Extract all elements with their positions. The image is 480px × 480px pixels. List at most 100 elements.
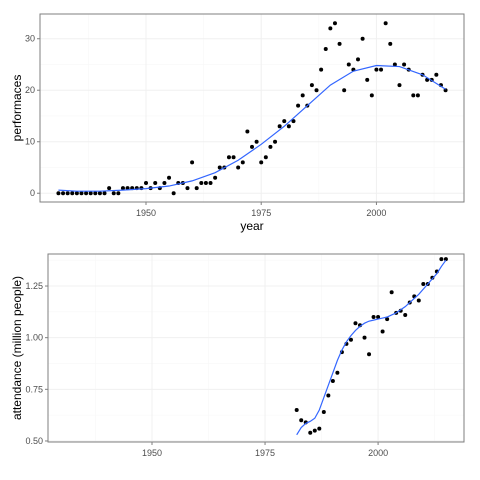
x-tick-label: 1975 [255,448,275,458]
data-point [245,129,250,134]
data-point [190,160,195,165]
data-point [415,93,420,98]
data-point [356,57,360,62]
x-tick-label: 1950 [142,448,162,458]
data-point [291,119,296,124]
data-point [93,191,98,196]
smooth-trend-line [58,64,446,192]
y-tick-label: 10 [25,137,35,147]
x-tick-label: 1975 [251,208,271,218]
data-point [97,191,102,196]
data-point [421,281,426,286]
data-point [321,410,326,415]
y-axis-title: performaces [10,75,24,142]
y-tick-label: 30 [25,34,35,44]
data-point [380,329,385,334]
data-point [277,124,282,129]
data-point [259,160,264,165]
data-point [273,139,278,144]
data-point [254,139,259,144]
data-point [56,191,61,196]
data-point [326,393,331,398]
data-point [102,191,107,196]
data-point [296,103,301,108]
data-point [335,370,340,375]
data-point [300,93,305,98]
data-point [348,337,353,342]
data-point [111,191,116,196]
data-point [397,83,402,88]
y-tick-label: 20 [25,85,35,95]
data-point [385,317,390,322]
data-point [194,186,199,191]
data-point [263,155,268,160]
y-axis-title: attendance (million people) [10,276,24,420]
data-point [416,298,421,303]
data-point [328,26,333,31]
data-point [362,335,367,340]
data-point [365,77,370,82]
data-point [116,191,121,196]
data-point [443,257,448,262]
data-point [332,21,337,26]
data-point [371,315,376,320]
data-point [319,67,324,72]
data-point [250,144,254,149]
data-point [367,352,372,357]
data-point [346,62,351,67]
data-point [383,21,388,26]
data-point [376,315,381,320]
data-point [84,191,89,196]
data-point [74,191,79,196]
panel-border [47,253,465,443]
data-point [309,83,314,88]
data-point [125,186,130,191]
data-point [317,426,322,431]
data-point [162,180,167,185]
panel-border [39,13,465,203]
data-point [282,119,287,124]
data-point [314,88,319,93]
data-point [434,72,439,77]
data-point [171,191,176,196]
data-point [226,155,231,160]
data-point [379,67,384,72]
data-point [388,41,393,46]
data-point [389,290,394,295]
data-point [153,180,158,185]
data-point [213,175,218,180]
x-tick-label: 2000 [368,448,388,458]
y-tick-label: 1.00 [25,333,43,343]
x-tick-label: 2000 [366,208,386,218]
data-point [323,47,328,52]
y-tick-label: 0 [30,188,35,198]
data-point [439,257,444,262]
data-point [185,186,190,191]
data-point [217,165,222,170]
data-point [236,165,241,170]
y-tick-label: 0.75 [25,384,43,394]
data-point [79,191,84,196]
data-point [167,175,172,180]
data-point [231,155,236,160]
data-point [402,62,407,67]
data-point [369,93,374,98]
data-point [342,88,347,93]
data-point [353,321,358,326]
data-point [61,191,66,196]
performances-panel: 1950 1975 2000 0 10 20 30 year performaces [10,13,465,233]
data-point [360,36,365,41]
data-point [203,180,208,185]
x-tick-label: 1950 [136,208,156,218]
data-point [70,191,75,196]
y-tick-label: 1.25 [25,281,43,291]
data-point [308,430,313,435]
data-point [392,62,397,67]
data-point [299,418,304,423]
data-point [286,124,291,129]
data-point [312,428,317,433]
data-point [65,191,70,196]
data-point [199,180,204,185]
